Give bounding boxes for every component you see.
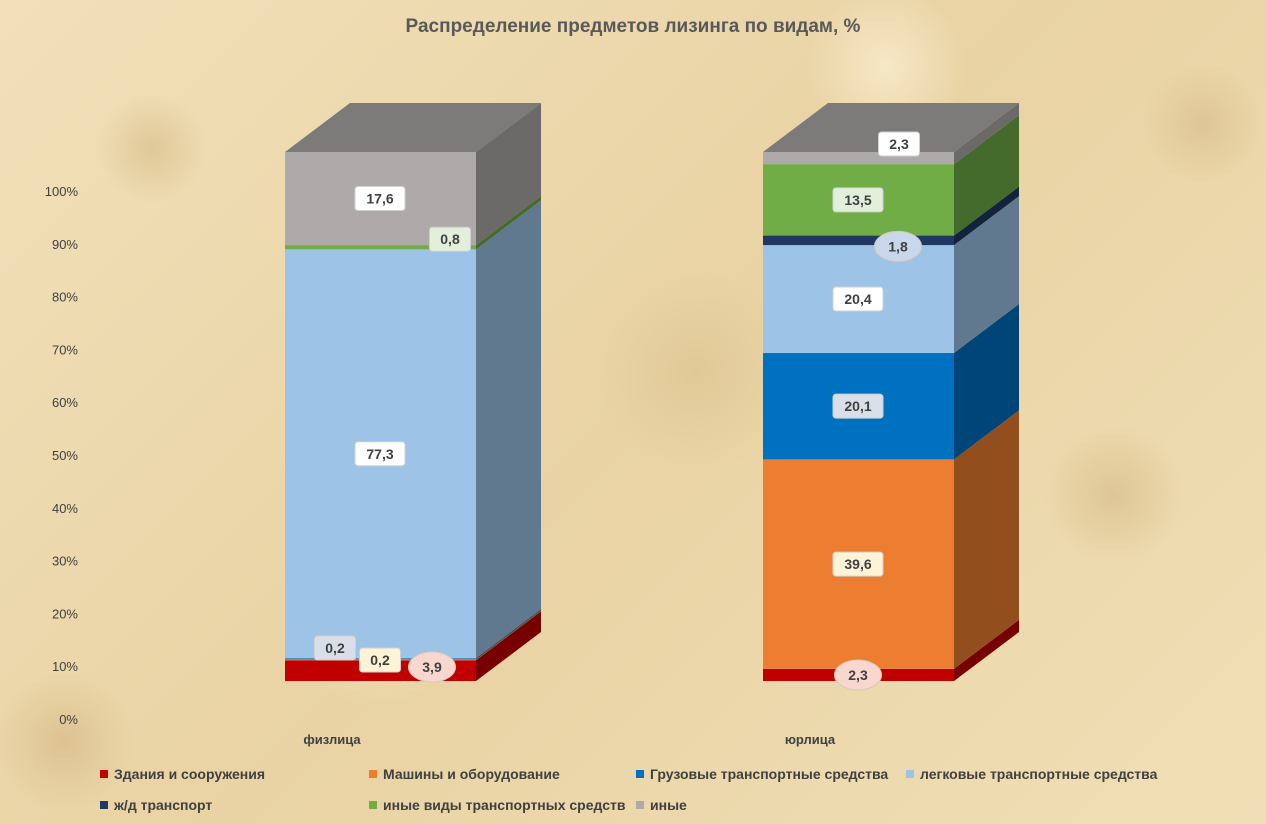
legend-label: ж/д транспорт <box>114 797 213 813</box>
data-label: 17,6 <box>354 186 406 212</box>
y-tick-label: 80% <box>52 290 78 305</box>
svg-text:20,1: 20,1 <box>844 398 871 414</box>
legend-swatch <box>100 770 108 778</box>
y-tick-label: 40% <box>52 501 78 516</box>
data-label: 1,8 <box>874 230 922 262</box>
svg-text:17,6: 17,6 <box>366 191 393 207</box>
legend-label: иные <box>650 797 687 813</box>
x-axis: физлица юрлица <box>303 732 836 747</box>
data-labels: 3,9 0,2 0,2 77,3 0,8 17,6 2,3 39,6 20,1 20,4 1,8 13… <box>314 131 922 691</box>
svg-text:13,5: 13,5 <box>844 192 871 208</box>
svg-text:20,4: 20,4 <box>844 291 871 307</box>
x-category-label: физлица <box>303 732 361 747</box>
bar-segment-side <box>954 196 1019 354</box>
data-label: 20,1 <box>832 393 884 419</box>
legend-swatch <box>636 770 644 778</box>
bar-segment-side <box>476 103 541 246</box>
legend-item: иные виды транспортных средств <box>369 797 625 813</box>
legend-swatch <box>636 801 644 809</box>
bar-segment-side <box>954 115 1019 236</box>
legend-item: Машины и оборудование <box>369 766 560 782</box>
legend-swatch <box>100 801 108 809</box>
y-tick-label: 100% <box>45 184 79 199</box>
y-tick-label: 90% <box>52 237 78 252</box>
y-tick-label: 20% <box>52 606 78 621</box>
svg-text:2,3: 2,3 <box>848 667 868 683</box>
data-label: 0,2 <box>314 635 356 661</box>
legend-label: Машины и оборудование <box>383 766 560 782</box>
bar-stack-fizlica <box>285 103 541 681</box>
legend-item: Здания и сооружения <box>100 766 265 782</box>
chart-title: Распределение предметов лизинга по видам… <box>405 16 861 37</box>
svg-text:77,3: 77,3 <box>366 446 393 462</box>
data-label: 3,9 <box>408 651 456 683</box>
legend-item: Грузовые транспортные средства <box>636 766 888 782</box>
y-tick-label: 0% <box>59 712 78 727</box>
legend-label: легковые транспортные средства <box>920 766 1158 782</box>
bar-segment-side <box>954 619 1019 681</box>
data-label: 13,5 <box>832 187 884 213</box>
bar-segment <box>285 245 476 250</box>
bar-segment-side <box>476 610 541 661</box>
bar-segment <box>763 152 954 165</box>
svg-text:3,9: 3,9 <box>422 659 442 675</box>
data-label: 77,3 <box>354 441 406 467</box>
legend-swatch <box>369 770 377 778</box>
legend-swatch <box>369 801 377 809</box>
legend-label: иные виды транспортных средств <box>383 797 626 813</box>
svg-text:0,2: 0,2 <box>325 640 345 656</box>
bar-stack-yurlica <box>763 103 1019 681</box>
svg-text:1,8: 1,8 <box>888 238 908 254</box>
svg-text:0,2: 0,2 <box>370 652 390 668</box>
bar-segment-side <box>476 200 541 659</box>
y-tick-label: 10% <box>52 659 78 674</box>
legend-item: ж/д транспорт <box>100 797 212 813</box>
bar-segment-side <box>954 186 1019 246</box>
bar-top-face <box>285 103 541 152</box>
legend-label: Здания и сооружения <box>114 766 266 782</box>
bar-segment-side <box>476 611 541 681</box>
svg-text:39,6: 39,6 <box>844 556 871 572</box>
bar-segment-side <box>954 304 1019 460</box>
x-category-label: юрлица <box>785 732 836 747</box>
bar-segment <box>763 235 954 246</box>
y-tick-label: 70% <box>52 342 78 357</box>
bar-segment-side <box>954 103 1019 165</box>
legend-item: легковые транспортные средства <box>906 766 1157 782</box>
data-label: 0,8 <box>429 226 471 252</box>
data-label: 2,3 <box>878 131 920 157</box>
bar-top-face <box>763 103 1019 152</box>
data-label: 20,4 <box>832 286 884 312</box>
data-label: 2,3 <box>834 659 882 691</box>
svg-text:0,8: 0,8 <box>440 231 460 247</box>
svg-text:2,3: 2,3 <box>889 136 909 152</box>
data-label: 39,6 <box>832 551 884 577</box>
y-axis: 0% 10% 20% 30% 40% 50% 60% 70% 80% 90% 100% <box>45 184 79 727</box>
bar-segment-side <box>476 609 541 660</box>
y-tick-label: 60% <box>52 395 78 410</box>
data-label: 0,2 <box>359 647 401 673</box>
legend-swatch <box>906 770 914 778</box>
y-tick-label: 50% <box>52 448 78 463</box>
bar-segment-side <box>954 410 1019 669</box>
bar-segment-side <box>476 196 541 250</box>
y-tick-label: 30% <box>52 554 78 569</box>
legend-label: Грузовые транспортные средства <box>650 766 889 782</box>
legend-item: иные <box>636 797 687 813</box>
